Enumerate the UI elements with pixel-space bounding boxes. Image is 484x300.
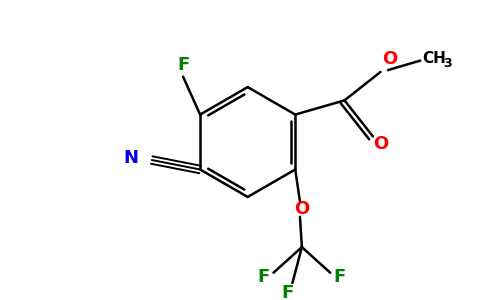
Text: 3: 3 [443, 57, 452, 70]
Text: O: O [382, 50, 398, 68]
Text: F: F [258, 268, 270, 286]
Text: O: O [294, 200, 309, 218]
Text: F: F [282, 284, 294, 300]
Text: F: F [177, 56, 189, 74]
Text: N: N [123, 149, 138, 167]
Text: F: F [333, 268, 346, 286]
Text: O: O [373, 135, 388, 153]
Text: CH: CH [422, 51, 446, 66]
